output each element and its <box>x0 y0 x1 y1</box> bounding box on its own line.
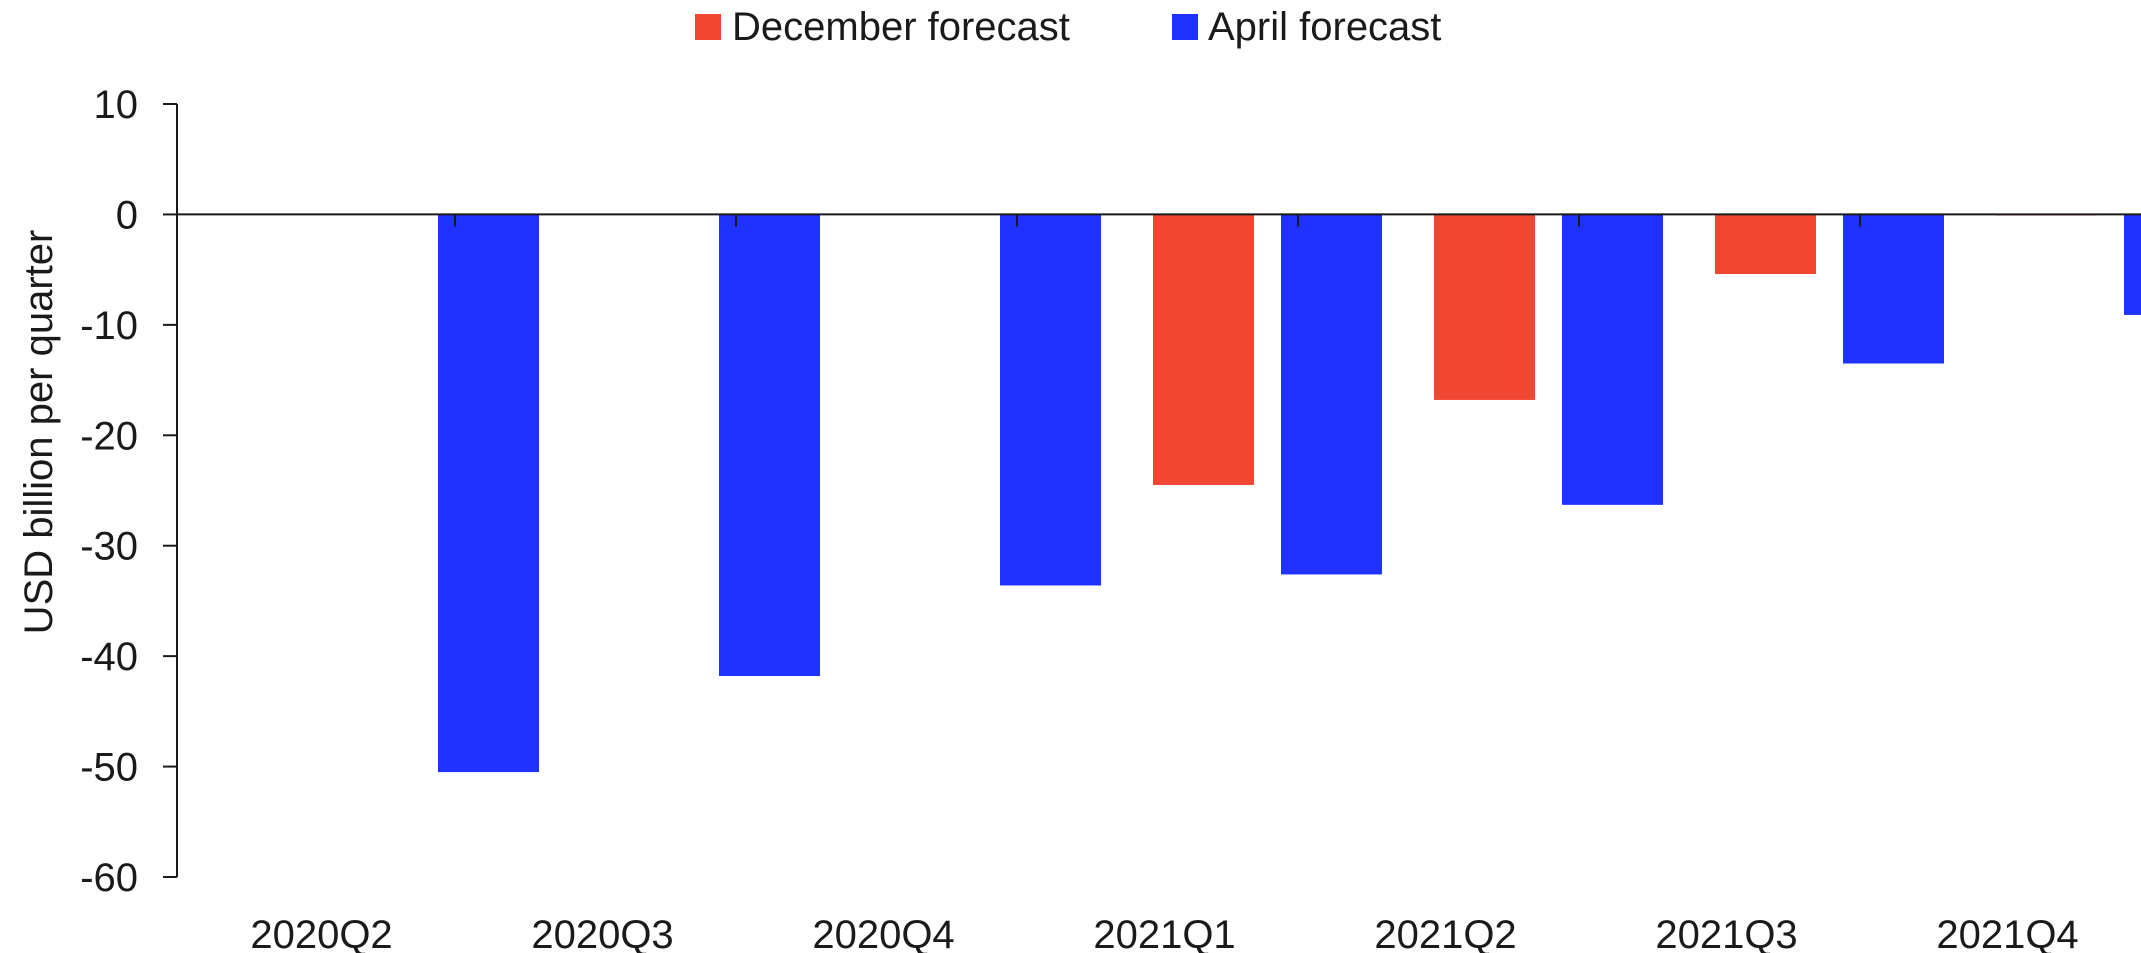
bar-april-2020q4 <box>1000 214 1101 586</box>
bars <box>438 214 2141 773</box>
y-tick-label: -30 <box>80 525 138 569</box>
x-tick-label: 2020Q4 <box>812 913 954 953</box>
bar-april-2020q2 <box>438 214 539 773</box>
legend-label-december: December forecast <box>732 5 1070 49</box>
bar-april-2020q3 <box>719 214 820 677</box>
y-axis-title: USD billion per quarter <box>17 230 61 635</box>
y-tick-label: -10 <box>80 304 138 348</box>
y-tick-label: -50 <box>80 746 138 790</box>
bar-april-2021q3 <box>1843 214 1944 364</box>
bar-april-2021q4 <box>2124 214 2141 315</box>
legend-label-april: April forecast <box>1208 5 1441 49</box>
x-tick-label: 2020Q3 <box>531 913 673 953</box>
bar-december-2021q1 <box>1153 214 1254 485</box>
bar-december-2021q3 <box>1715 214 1816 275</box>
y-tick-label: -20 <box>80 414 138 458</box>
x-tick-label: 2021Q4 <box>1936 913 2078 953</box>
legend-swatch-december <box>695 14 721 40</box>
x-tick-label: 2020Q2 <box>250 913 392 953</box>
y-tick-label: 10 <box>94 83 139 127</box>
y-tick-label: -40 <box>80 635 138 679</box>
x-axis: 2020Q2 2020Q3 2020Q4 2021Q1 2021Q2 2021Q3 2021… <box>177 213 2141 953</box>
x-tick-label: 2021Q3 <box>1655 913 1797 953</box>
x-tick-label: 2021Q1 <box>1093 913 1235 953</box>
x-tick-label: 2021Q2 <box>1374 913 1516 953</box>
bar-april-2021q1 <box>1281 214 1382 575</box>
bar-december-2021q2 <box>1434 214 1535 400</box>
y-axis: 10 0 -10 -20 -30 -40 -50 -60 <box>80 83 178 900</box>
legend: December forecast April forecast <box>695 5 1441 49</box>
y-tick-label: 0 <box>116 193 138 237</box>
bar-april-2021q2 <box>1562 214 1663 505</box>
y-tick-label: -60 <box>80 856 138 900</box>
legend-swatch-april <box>1172 14 1198 40</box>
